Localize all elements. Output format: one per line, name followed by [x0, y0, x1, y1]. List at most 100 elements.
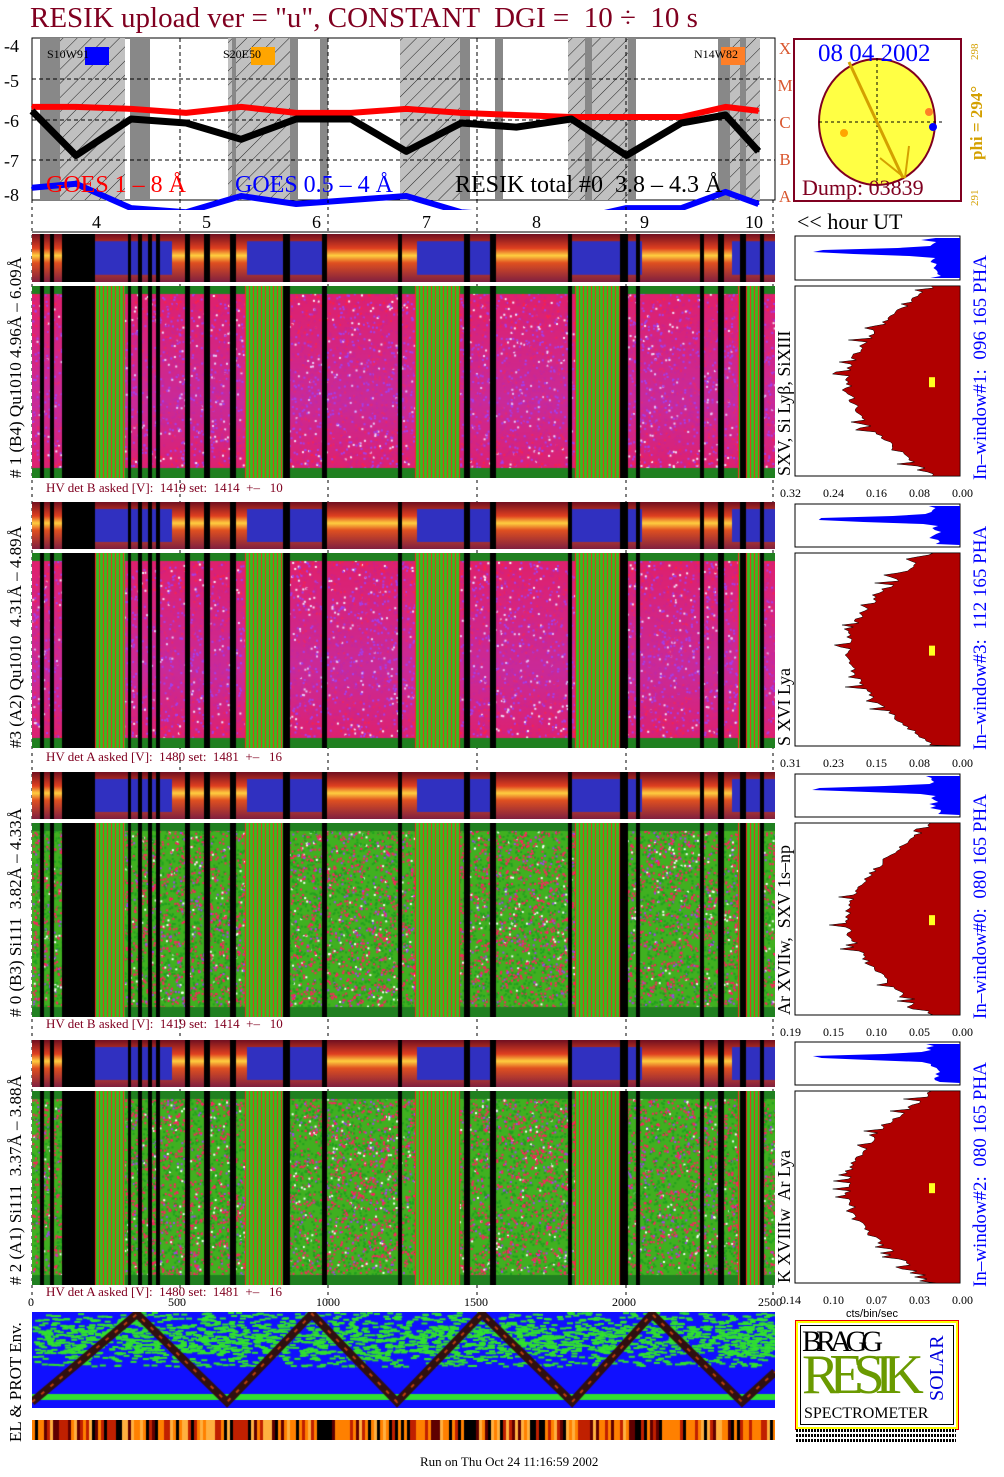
region-label: S10W91	[47, 47, 89, 61]
pha-histogram	[794, 1041, 961, 1284]
data-point	[350, 118, 353, 120]
logo-credits	[796, 1429, 956, 1443]
spectrogram	[32, 553, 775, 748]
hour-tick: 7	[422, 212, 431, 232]
data-point	[31, 109, 33, 112]
bottom-tick: 2000	[612, 1295, 636, 1309]
in-window-label: In–window#3: 112 165 PHA	[970, 525, 991, 750]
hv-readout: HV det A asked [V]: 1480 set: 1481 +– 16	[46, 749, 283, 764]
data-point	[724, 190, 727, 193]
data-point	[295, 203, 298, 206]
detector-label: #3 (A2) Qu1010 4.31Å – 4.89Å	[6, 526, 25, 748]
histogram-tick: 0.05	[909, 1025, 930, 1039]
data-point	[405, 150, 408, 153]
in-window-label: In–window#0: 080 165 PHA	[970, 794, 991, 1019]
spectrogram	[32, 1091, 775, 1285]
data-point	[240, 138, 243, 141]
detector-label: # 2 (A1) Si111 3.37Å – 3.88Å	[6, 1075, 25, 1285]
data-point	[570, 118, 573, 120]
data-point	[350, 111, 353, 114]
data-point	[680, 122, 683, 125]
data-point	[295, 111, 298, 114]
resik-logo: BRAGG RESIK SOLAR SPECTROMETER	[795, 1320, 959, 1430]
bottom-tick: 0	[28, 1295, 34, 1309]
y-tick: -8	[4, 185, 19, 205]
histogram-tick: 0.07	[866, 1293, 887, 1307]
observation-date: 08 04 2002	[818, 40, 931, 67]
data-point	[724, 105, 727, 108]
data-point	[625, 115, 628, 118]
data-point	[757, 150, 760, 153]
y-tick: -5	[4, 71, 19, 91]
data-point	[295, 118, 298, 120]
class-letter: X	[778, 39, 792, 58]
hour-axis-label: << hour UT	[797, 209, 903, 234]
data-point	[350, 199, 353, 201]
histogram-tick: 0.10	[866, 1025, 887, 1039]
phi-bottom: 291	[969, 189, 981, 207]
region-label: N14W82	[694, 47, 738, 61]
in-window-label: In–window#1: 096 165 PHA	[970, 255, 991, 480]
data-point	[625, 154, 628, 157]
histogram-tick: 0.19	[780, 1025, 801, 1039]
hour-tick: 6	[312, 212, 321, 232]
class-letter: A	[778, 187, 792, 206]
histogram-tick: 0.00	[952, 756, 973, 770]
phi-top: 298	[969, 43, 981, 61]
pha-strip	[32, 1040, 775, 1087]
environment-strip	[32, 1420, 775, 1440]
class-letter: M	[777, 76, 793, 95]
pha-histogram	[794, 235, 961, 477]
class-letter: B	[779, 150, 791, 169]
bottom-tick: 500	[168, 1295, 186, 1309]
region-marker	[925, 108, 933, 116]
spectral-line-label: Ar XVIIw, SXV 1s–np	[774, 845, 794, 1015]
hv-readout: HV det B asked [V]: 1419 set: 1414 +– 10	[46, 1016, 283, 1031]
data-point	[130, 207, 133, 210]
data-point	[757, 109, 760, 112]
hour-tick: 5	[202, 212, 211, 232]
eclipse-shade	[400, 38, 470, 200]
bottom-tick: 1000	[316, 1295, 340, 1309]
data-point	[31, 105, 33, 108]
data-point	[680, 115, 683, 118]
data-point	[75, 154, 78, 157]
spectrogram	[32, 286, 775, 478]
y-tick: -4	[4, 36, 19, 56]
spectrogram	[32, 823, 775, 1017]
data-point	[130, 118, 133, 120]
hv-readout: HV det A asked [V]: 1480 set: 1481 +– 16	[46, 1284, 283, 1299]
page-title: RESIK upload ver = "u", CONSTANT DGI = 1…	[30, 2, 698, 34]
data-point	[515, 126, 518, 129]
particle-environment-plot	[32, 1312, 775, 1408]
data-point	[31, 186, 33, 189]
data-point	[130, 107, 133, 110]
histogram-tick: 0.08	[909, 486, 930, 500]
data-point	[460, 111, 463, 114]
legend-goes-long: GOES 1 – 8 Å	[46, 172, 187, 198]
dump-number: Dump: 03839	[802, 175, 924, 200]
spectral-line-label: SXV, Si Lyβ, SiXIII	[774, 330, 794, 476]
histogram-tick: 0.15	[866, 756, 887, 770]
sun-disk-panel	[793, 38, 962, 202]
spectral-line-label: K XVIIIw Ar Lya	[774, 1150, 794, 1283]
pha-strip	[32, 772, 775, 819]
histogram-tick: 0.00	[952, 1293, 973, 1307]
hv-readout: HV det B asked [V]: 1419 set: 1414 +– 10	[46, 480, 283, 495]
histogram-tick: 0.10	[823, 1293, 844, 1307]
data-point	[185, 122, 188, 125]
histogram-tick: 0.31	[780, 756, 801, 770]
region-marker	[840, 129, 848, 137]
detector-label: # 0 (B3) Si111 3.82Å – 4.33Å	[6, 808, 25, 1017]
data-point	[680, 207, 683, 210]
legend-goes-short: GOES 0.5 – 4 Å	[235, 172, 394, 198]
phi-angle: phi = 294°	[967, 85, 986, 160]
logo-bragg: BRAGG	[802, 1325, 883, 1358]
environment-label: EL & PROT Env.	[6, 1322, 25, 1442]
bottom-tick: 2500	[758, 1295, 782, 1309]
pha-histogram	[794, 773, 961, 1016]
legend-resik-total: RESIK total #0 3.8 – 4.3 Å	[455, 172, 723, 198]
lightcurve-plot	[29, 37, 776, 210]
rotation-axis	[847, 61, 905, 179]
